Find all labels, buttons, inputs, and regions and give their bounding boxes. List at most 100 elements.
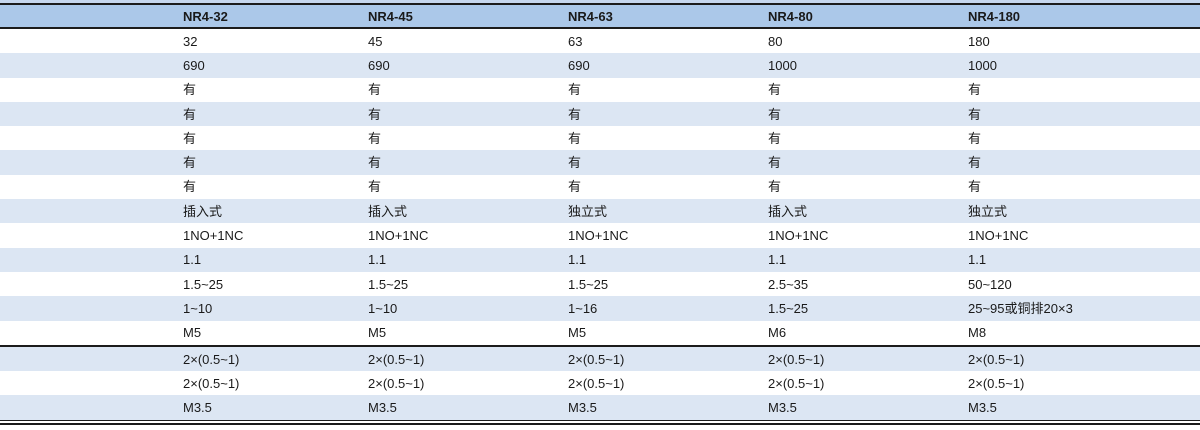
row-label-cell: [0, 199, 180, 223]
table-row: 有有有有有: [0, 101, 1200, 127]
table-cell: 690: [183, 57, 205, 73]
bottom-whitespace: [0, 425, 1200, 430]
table-cell: 2×(0.5~1): [968, 375, 1025, 391]
table-row: 1.5~25 1.5~25 1.5~25 2.5~35 50~120: [0, 271, 1200, 297]
table-cell: M3.5: [368, 400, 397, 416]
table-cell: M3.5: [568, 400, 597, 416]
section-divider: [0, 344, 1200, 347]
row-label-cell: [0, 150, 180, 174]
row-label-cell: [0, 126, 180, 150]
table-cell: 1~16: [568, 300, 598, 316]
table-cell: 32: [183, 33, 198, 49]
table-cell: 1NO+1NC: [968, 228, 1029, 244]
table-cell: 1.1: [768, 252, 787, 268]
table-header-row: NR4-32 NR4-45 NR4-63 NR4-80 NR4-180: [0, 5, 1200, 27]
table-cell: 1.5~25: [768, 300, 809, 316]
table-cell: M5: [568, 325, 587, 341]
table-top-strip: [0, 0, 1200, 3]
table-cell: M3.5: [768, 400, 797, 416]
table-cell: 插入式: [368, 203, 408, 219]
table-row: 有有有有有: [0, 174, 1200, 200]
bottom-border-gap: [0, 421, 1200, 424]
table-cell: 2×(0.5~1): [768, 375, 825, 391]
table-cell: 有: [768, 106, 782, 122]
table-cell: 有: [183, 179, 197, 195]
table-cell: 1.5~25: [568, 276, 609, 292]
table-row: 有有有有有: [0, 126, 1200, 151]
table-cell: 63: [568, 33, 583, 49]
table-cell: 1~10: [183, 300, 213, 316]
table-cell: M5: [183, 325, 202, 341]
table-cell: 2×(0.5~1): [368, 375, 425, 391]
table-cell: M3.5: [968, 400, 997, 416]
bottom-border-thick-line: [0, 423, 1200, 426]
header-bottom-border: [0, 27, 1200, 29]
table-cell: 2.5~35: [768, 276, 809, 292]
table-cell: 1NO+1NC: [768, 228, 829, 244]
table-cell: 有: [368, 155, 382, 171]
table-cell: 1.1: [568, 252, 587, 268]
table-cell: 有: [968, 106, 982, 122]
table-cell: 有: [768, 82, 782, 98]
row-label-cell: [0, 248, 180, 272]
table-cell: 1.1: [368, 252, 387, 268]
table-cell: 2×(0.5~1): [183, 351, 240, 367]
table-cell: 有: [768, 155, 782, 171]
table-cell: 有: [768, 179, 782, 195]
table-cell: 有: [183, 106, 197, 122]
table-cell: 2×(0.5~1): [568, 375, 625, 391]
table-cell: 有: [568, 130, 582, 146]
table-row: 2×(0.5~1) 2×(0.5~1) 2×(0.5~1) 2×(0.5~1) 2×(0…: [0, 346, 1200, 372]
table-row: 1~10 1~10 1~16 1.5~25 25~95或铜排20×3: [0, 296, 1200, 321]
table-cell: 有: [183, 82, 197, 98]
table-cell: 1~10: [368, 300, 398, 316]
table-cell: 有: [968, 82, 982, 98]
row-label-cell: [0, 296, 180, 320]
row-label-cell: [0, 29, 180, 53]
column-header-nr4-63: NR4-63: [568, 8, 613, 24]
table-row: 有有有有有: [0, 77, 1200, 102]
table-row: 32 45 63 80 180: [0, 29, 1200, 54]
table-cell: 1.5~25: [183, 276, 224, 292]
row-label-cell: [0, 347, 180, 371]
table-row: M5 M5 M5 M6 M8: [0, 320, 1200, 345]
table-cell: 2×(0.5~1): [768, 351, 825, 367]
table-row: 1.1 1.1 1.1 1.1 1.1: [0, 247, 1200, 272]
table-cell: 50~120: [968, 276, 1012, 292]
table-cell: 插入式: [768, 203, 808, 219]
table-cell: 有: [968, 130, 982, 146]
table-cell: 有: [568, 106, 582, 122]
table-cell: 插入式: [183, 203, 223, 219]
table-cell: 1NO+1NC: [368, 228, 429, 244]
column-header-nr4-80: NR4-80: [768, 8, 813, 24]
table-cell: 2×(0.5~1): [183, 375, 240, 391]
row-label-cell: [0, 102, 180, 126]
table-cell: 独立式: [568, 203, 608, 219]
table-cell: 有: [968, 179, 982, 195]
row-label-cell: [0, 175, 180, 199]
table-cell: 1NO+1NC: [183, 228, 244, 244]
table-body-section: 32 45 63 80 180 690 690 690 1000 1000 有有有有有有有有有有有有…: [0, 29, 1200, 345]
table-cell: M6: [768, 325, 787, 341]
table-cell: 1NO+1NC: [568, 228, 629, 244]
row-label-cell: [0, 321, 180, 345]
table-cell: 1000: [768, 57, 797, 73]
table-cell: 有: [183, 130, 197, 146]
column-header-nr4-180: NR4-180: [968, 8, 1021, 24]
table-cell: 2×(0.5~1): [568, 351, 625, 367]
row-label-cell: [0, 53, 180, 77]
row-label-cell: [0, 395, 180, 419]
column-header-nr4-32: NR4-32: [183, 8, 228, 24]
table-bottom-double-border: [0, 419, 1200, 426]
table-row: 2×(0.5~1) 2×(0.5~1) 2×(0.5~1) 2×(0.5~1) 2×(0…: [0, 371, 1200, 396]
table-cell: 独立式: [968, 203, 1008, 219]
table-cell: M8: [968, 325, 987, 341]
row-label-cell: [0, 371, 180, 395]
table-cell: 有: [568, 179, 582, 195]
table-top-border: [0, 3, 1200, 5]
table-cell: 有: [368, 106, 382, 122]
table-cell: 有: [368, 179, 382, 195]
table-row: 1NO+1NC 1NO+1NC 1NO+1NC 1NO+1NC 1NO+1NC: [0, 223, 1200, 248]
table-cell: 有: [568, 82, 582, 98]
